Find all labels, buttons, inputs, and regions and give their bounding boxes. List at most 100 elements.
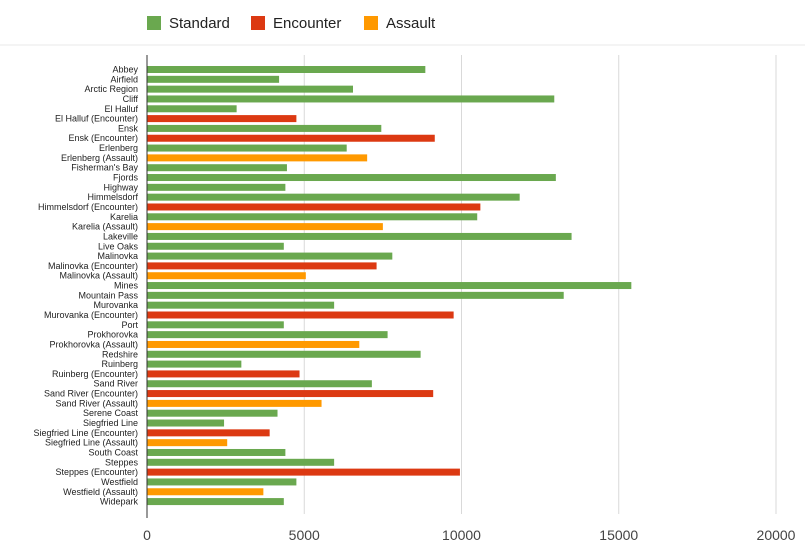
category-label: Fjords bbox=[113, 173, 139, 183]
bar-ensk-encounter[interactable] bbox=[147, 134, 435, 142]
category-label: El Halluf (Encounter) bbox=[55, 114, 138, 124]
x-tick-label: 5000 bbox=[289, 527, 320, 543]
category-label: Erlenberg bbox=[99, 143, 138, 153]
bar-widepark[interactable] bbox=[147, 498, 284, 506]
bar-el-halluf-encounter[interactable] bbox=[147, 115, 297, 123]
bar-westfield-assault[interactable] bbox=[147, 488, 264, 496]
category-label: Steppes (Encounter) bbox=[55, 467, 138, 477]
category-label: Ensk (Encounter) bbox=[68, 133, 138, 143]
category-label: Port bbox=[121, 320, 138, 330]
category-label: Prokhorovka bbox=[87, 330, 138, 340]
category-label: Sand River (Encounter) bbox=[44, 389, 138, 399]
bar-murovanka[interactable] bbox=[147, 301, 335, 309]
bar-himmelsdorf[interactable] bbox=[147, 193, 520, 201]
category-label: Sand River bbox=[93, 379, 138, 389]
bar-mountain-pass[interactable] bbox=[147, 291, 564, 299]
category-label: Murovanka bbox=[93, 300, 138, 310]
legend-label-encounter: Encounter bbox=[273, 14, 342, 32]
category-label: Ensk bbox=[118, 123, 139, 133]
bar-fisherman-s-bay[interactable] bbox=[147, 164, 287, 172]
bar-ruinberg[interactable] bbox=[147, 360, 242, 368]
bar-ruinberg-encounter[interactable] bbox=[147, 370, 300, 378]
bar-sand-river-encounter[interactable] bbox=[147, 390, 434, 398]
bar-highway[interactable] bbox=[147, 183, 286, 191]
category-label: Westfield (Assault) bbox=[63, 487, 138, 497]
x-tick-label: 15000 bbox=[599, 527, 638, 543]
bar-redshire[interactable] bbox=[147, 350, 421, 358]
bar-series bbox=[147, 66, 632, 506]
category-label: South Coast bbox=[88, 447, 138, 457]
legend-item-assault[interactable]: Assault bbox=[364, 13, 435, 33]
bar-erlenberg[interactable] bbox=[147, 144, 347, 152]
category-label: El Halluf bbox=[104, 104, 138, 114]
bar-malinovka-assault[interactable] bbox=[147, 272, 306, 280]
bar-himmelsdorf-encounter[interactable] bbox=[147, 203, 481, 211]
bar-port[interactable] bbox=[147, 321, 284, 329]
legend-item-encounter[interactable]: Encounter bbox=[251, 13, 341, 33]
category-label: Mountain Pass bbox=[78, 290, 138, 300]
bar-murovanka-encounter[interactable] bbox=[147, 311, 454, 319]
bar-siegfried-line[interactable] bbox=[147, 419, 225, 427]
bar-airfield[interactable] bbox=[147, 75, 280, 83]
x-tick-label: 20000 bbox=[757, 527, 796, 543]
bar-live-oaks[interactable] bbox=[147, 242, 284, 250]
bar-malinovka-encounter[interactable] bbox=[147, 262, 377, 270]
bar-erlenberg-assault[interactable] bbox=[147, 154, 368, 162]
category-label: Serene Coast bbox=[83, 408, 139, 418]
legend-swatch-standard bbox=[147, 16, 161, 30]
bar-siegfried-line-assault[interactable] bbox=[147, 439, 228, 447]
bar-arctic-region[interactable] bbox=[147, 85, 353, 93]
bar-south-coast[interactable] bbox=[147, 448, 286, 456]
category-label: Live Oaks bbox=[98, 241, 139, 251]
category-label: Widepark bbox=[100, 497, 139, 507]
bar-fjords[interactable] bbox=[147, 174, 556, 182]
category-label: Malinovka (Assault) bbox=[59, 271, 138, 281]
category-label: Prokhorovka (Assault) bbox=[49, 339, 138, 349]
bar-steppes-encounter[interactable] bbox=[147, 468, 460, 476]
category-label: Siegfried Line (Assault) bbox=[45, 438, 138, 448]
bar-sand-river-assault[interactable] bbox=[147, 399, 322, 407]
category-label: Cliff bbox=[123, 94, 139, 104]
bar-ensk[interactable] bbox=[147, 124, 382, 132]
legend-label-standard: Standard bbox=[169, 14, 230, 32]
bar-karelia[interactable] bbox=[147, 213, 478, 221]
bar-lakeville[interactable] bbox=[147, 232, 572, 240]
bar-el-halluf[interactable] bbox=[147, 105, 237, 113]
category-label: Siegfried Line (Encounter) bbox=[33, 428, 138, 438]
category-label: Lakeville bbox=[103, 231, 138, 241]
bar-prokhorovka-assault[interactable] bbox=[147, 340, 360, 348]
category-label: Himmelsdorf bbox=[87, 192, 138, 202]
category-label: Fisherman's Bay bbox=[71, 163, 138, 173]
category-label: Abbey bbox=[112, 65, 138, 75]
bar-mines[interactable] bbox=[147, 282, 632, 290]
bar-sand-river[interactable] bbox=[147, 380, 372, 388]
bar-serene-coast[interactable] bbox=[147, 409, 278, 417]
category-label: Karelia (Assault) bbox=[72, 222, 138, 232]
category-label: Redshire bbox=[102, 349, 138, 359]
legend-label-assault: Assault bbox=[386, 14, 436, 32]
category-label: Airfield bbox=[110, 74, 138, 84]
category-label: Westfield bbox=[101, 477, 138, 487]
category-label: Ruinberg (Encounter) bbox=[52, 369, 138, 379]
category-label: Sand River (Assault) bbox=[55, 398, 138, 408]
category-label: Steppes bbox=[105, 457, 139, 467]
category-label: Himmelsdorf (Encounter) bbox=[38, 202, 138, 212]
category-label: Siegfried Line bbox=[83, 418, 138, 428]
bar-karelia-assault[interactable] bbox=[147, 223, 383, 231]
category-label: Malinovka (Encounter) bbox=[48, 261, 138, 271]
category-label: Highway bbox=[103, 182, 138, 192]
category-label: Erlenberg (Assault) bbox=[61, 153, 138, 163]
bar-westfield[interactable] bbox=[147, 478, 297, 486]
value-axis-labels: 0 5000 10000 15000 20000 bbox=[143, 527, 796, 543]
bar-siegfried-line-encounter[interactable] bbox=[147, 429, 270, 437]
bar-cliff[interactable] bbox=[147, 95, 555, 103]
category-label: Malinovka bbox=[97, 251, 138, 261]
legend-item-standard[interactable]: Standard bbox=[147, 13, 230, 33]
bar-malinovka[interactable] bbox=[147, 252, 393, 260]
bar-prokhorovka[interactable] bbox=[147, 331, 388, 339]
category-label: Ruinberg bbox=[101, 359, 138, 369]
bar-abbey[interactable] bbox=[147, 66, 426, 73]
bar-steppes[interactable] bbox=[147, 458, 335, 466]
